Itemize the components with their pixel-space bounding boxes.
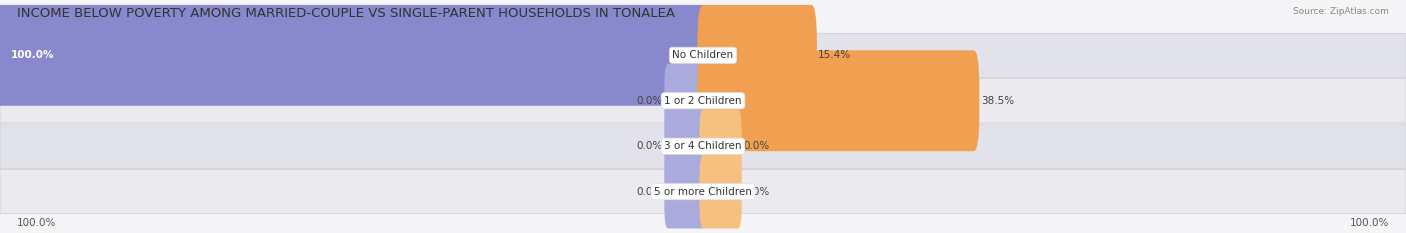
- FancyBboxPatch shape: [665, 110, 707, 183]
- FancyBboxPatch shape: [697, 50, 979, 151]
- FancyBboxPatch shape: [700, 110, 742, 183]
- FancyBboxPatch shape: [665, 155, 707, 228]
- Text: 100.0%: 100.0%: [17, 218, 56, 228]
- Text: 0.0%: 0.0%: [636, 96, 662, 106]
- Text: 0.0%: 0.0%: [744, 187, 770, 197]
- Text: 5 or more Children: 5 or more Children: [654, 187, 752, 197]
- Text: 3 or 4 Children: 3 or 4 Children: [664, 141, 742, 151]
- FancyBboxPatch shape: [665, 64, 707, 137]
- Text: 100.0%: 100.0%: [1350, 218, 1389, 228]
- Text: 15.4%: 15.4%: [818, 50, 852, 60]
- FancyBboxPatch shape: [0, 5, 709, 106]
- Text: INCOME BELOW POVERTY AMONG MARRIED-COUPLE VS SINGLE-PARENT HOUSEHOLDS IN TONALEA: INCOME BELOW POVERTY AMONG MARRIED-COUPL…: [17, 7, 675, 20]
- FancyBboxPatch shape: [700, 155, 742, 228]
- FancyBboxPatch shape: [0, 124, 1406, 168]
- FancyBboxPatch shape: [0, 79, 1406, 123]
- FancyBboxPatch shape: [0, 33, 1406, 77]
- Text: 100.0%: 100.0%: [10, 50, 53, 60]
- Text: Source: ZipAtlas.com: Source: ZipAtlas.com: [1294, 7, 1389, 16]
- Text: No Children: No Children: [672, 50, 734, 60]
- Text: 0.0%: 0.0%: [636, 187, 662, 197]
- Text: 0.0%: 0.0%: [744, 141, 770, 151]
- Text: 1 or 2 Children: 1 or 2 Children: [664, 96, 742, 106]
- FancyBboxPatch shape: [697, 5, 817, 106]
- FancyBboxPatch shape: [0, 170, 1406, 214]
- Text: 0.0%: 0.0%: [636, 141, 662, 151]
- Text: 38.5%: 38.5%: [981, 96, 1014, 106]
